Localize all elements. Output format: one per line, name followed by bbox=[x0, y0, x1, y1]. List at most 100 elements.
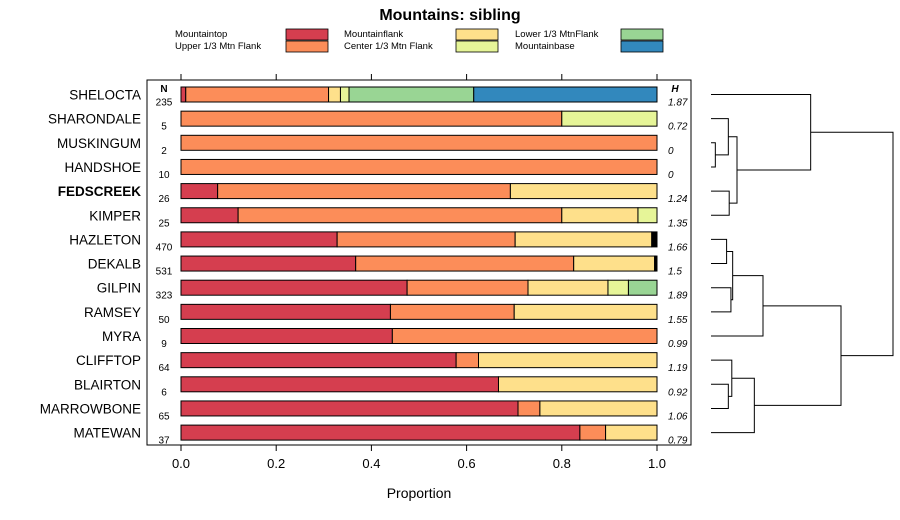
bar-segment-mountainflank bbox=[527, 279, 609, 296]
bar-segment-mountaintop bbox=[180, 207, 239, 224]
bar-segment-mountaintop bbox=[180, 400, 519, 417]
legend-label-center-1-3-mtn-flank: Center 1/3 Mtn Flank bbox=[344, 41, 433, 52]
n-value: 2 bbox=[161, 146, 167, 157]
row-fedscreek: FEDSCREEK 26 1.24 bbox=[58, 183, 688, 205]
bar-segment-mountaintop bbox=[180, 303, 391, 320]
bar-segment-other bbox=[651, 231, 658, 248]
row-blairton: BLAIRTON 6 0.92 bbox=[74, 376, 688, 398]
category-label: MYRA bbox=[102, 329, 141, 344]
legend-swatch-mountaintop bbox=[285, 28, 329, 41]
bar-segment-mountaintop bbox=[180, 255, 357, 272]
bar-segment-upper-1-3-mtn-flank bbox=[517, 400, 541, 417]
bar-segment-center-1-3-mtn-flank bbox=[607, 279, 629, 296]
dendrogram-link bbox=[711, 377, 755, 434]
legend-swatch-upper-1-3-mtn-flank bbox=[285, 40, 329, 53]
dendrogram-link bbox=[711, 275, 764, 337]
bar-segment-center-1-3-mtn-flank bbox=[339, 86, 350, 103]
bar-segment-upper-1-3-mtn-flank bbox=[237, 207, 563, 224]
n-value: 6 bbox=[161, 387, 167, 398]
legend-label-mountainbase: Mountainbase bbox=[515, 41, 575, 52]
bar-segment-mountainflank bbox=[328, 86, 341, 103]
dendrogram-link bbox=[726, 250, 734, 301]
row-kimper: KIMPER 25 1.35 bbox=[89, 207, 688, 229]
row-ramsey: RAMSEY 50 1.55 bbox=[84, 303, 688, 326]
category-label: DEKALB bbox=[88, 257, 141, 272]
x-tick-label: 0.4 bbox=[362, 456, 380, 471]
bar-segment-mountaintop bbox=[180, 231, 338, 248]
bar-segment-upper-1-3-mtn-flank bbox=[336, 231, 516, 248]
bar-segment-mountaintop bbox=[180, 183, 219, 200]
h-value: 1.19 bbox=[668, 363, 688, 374]
bar-segment-upper-1-3-mtn-flank bbox=[217, 183, 511, 200]
category-label: FEDSCREEK bbox=[58, 184, 142, 199]
bar-segment-mountaintop bbox=[180, 86, 187, 103]
bar-segment-mountainflank bbox=[539, 400, 658, 417]
h-value: 0 bbox=[668, 146, 674, 157]
h-value: 0.72 bbox=[668, 122, 688, 133]
n-value: 531 bbox=[156, 267, 173, 278]
dendrogram-link bbox=[711, 142, 716, 168]
dendrogram-link bbox=[711, 287, 732, 313]
bar-segment-mountaintop bbox=[180, 352, 457, 369]
bar-segment-upper-1-3-mtn-flank bbox=[406, 279, 529, 296]
row-shelocta: SHELOCTA 235 1.87 bbox=[69, 86, 688, 109]
bar-segment-center-1-3-mtn-flank bbox=[637, 207, 658, 224]
dendrogram-link bbox=[711, 190, 730, 216]
category-label: SHELOCTA bbox=[69, 88, 141, 103]
bar-segment-mountainflank bbox=[514, 231, 653, 248]
legend-label-mountaintop: Mountaintop bbox=[175, 29, 227, 40]
legend-label-lower-1-3-mtnflank: Lower 1/3 MtnFlank bbox=[515, 29, 599, 40]
h-column-header: H bbox=[671, 84, 679, 95]
chart-rows: SHELOCTA 235 1.87 SHARONDALE 5 0.72 MUSKINGUM 2… bbox=[40, 86, 688, 447]
category-label: MUSKINGUM bbox=[57, 136, 141, 151]
row-clifftop: CLIFFTOP 64 1.19 bbox=[76, 352, 688, 374]
h-value: 1.89 bbox=[668, 291, 688, 302]
h-value: 1.55 bbox=[668, 315, 688, 326]
bar-segment-other bbox=[655, 255, 658, 272]
n-value: 470 bbox=[156, 242, 173, 253]
n-value: 37 bbox=[158, 436, 170, 447]
bar-segment-upper-1-3-mtn-flank bbox=[455, 352, 479, 369]
legend-swatch-mountainbase bbox=[620, 40, 664, 53]
h-value: 1.24 bbox=[668, 194, 688, 205]
row-matewan: MATEWAN 37 0.79 bbox=[74, 424, 688, 447]
bar-segment-mountaintop bbox=[180, 424, 581, 441]
h-value: 0.79 bbox=[668, 436, 688, 447]
row-marrowbone: MARROWBONE 65 1.06 bbox=[40, 400, 688, 422]
dendrogram bbox=[711, 94, 894, 434]
dendrogram-link bbox=[711, 94, 812, 171]
bar-segment-upper-1-3-mtn-flank bbox=[180, 134, 658, 151]
category-label: RAMSEY bbox=[84, 305, 141, 320]
row-gilpin: GILPIN 323 1.89 bbox=[97, 279, 688, 302]
n-value: 64 bbox=[158, 363, 170, 374]
dendrogram-link bbox=[711, 238, 728, 265]
bar-segment-lower-1-3-mtnflank bbox=[348, 86, 475, 103]
legend-label-upper-1-3-mtn-flank: Upper 1/3 Mtn Flank bbox=[175, 41, 261, 52]
category-label: BLAIRTON bbox=[74, 377, 141, 392]
bar-segment-mountaintop bbox=[180, 328, 393, 344]
bar-segment-upper-1-3-mtn-flank bbox=[355, 255, 575, 272]
plot-frame bbox=[146, 79, 692, 446]
n-value: 10 bbox=[158, 170, 170, 181]
bar-segment-upper-1-3-mtn-flank bbox=[180, 110, 563, 127]
bar-segment-mountainflank bbox=[497, 376, 658, 393]
bar-segment-upper-1-3-mtn-flank bbox=[391, 328, 658, 344]
n-value: 65 bbox=[158, 411, 170, 422]
n-value: 50 bbox=[158, 315, 170, 326]
row-sharondale: SHARONDALE 5 0.72 bbox=[48, 110, 688, 133]
legend-swatch-lower-1-3-mtnflank bbox=[620, 28, 664, 41]
bar-segment-mountainflank bbox=[561, 207, 639, 224]
x-tick-label: 0.6 bbox=[458, 456, 476, 471]
category-label: CLIFFTOP bbox=[76, 353, 141, 368]
row-handshoe: HANDSHOE 10 0 bbox=[64, 158, 674, 181]
h-value: 1.87 bbox=[668, 98, 688, 109]
n-value: 235 bbox=[156, 98, 173, 109]
legend-label-mountainflank: Mountainflank bbox=[344, 29, 403, 40]
dendrogram-link bbox=[810, 131, 894, 357]
n-value: 9 bbox=[161, 339, 167, 350]
bar-segment-mountainbase bbox=[473, 86, 658, 103]
h-value: 1.35 bbox=[668, 218, 688, 229]
bar-segment-lower-1-3-mtnflank bbox=[627, 279, 658, 296]
